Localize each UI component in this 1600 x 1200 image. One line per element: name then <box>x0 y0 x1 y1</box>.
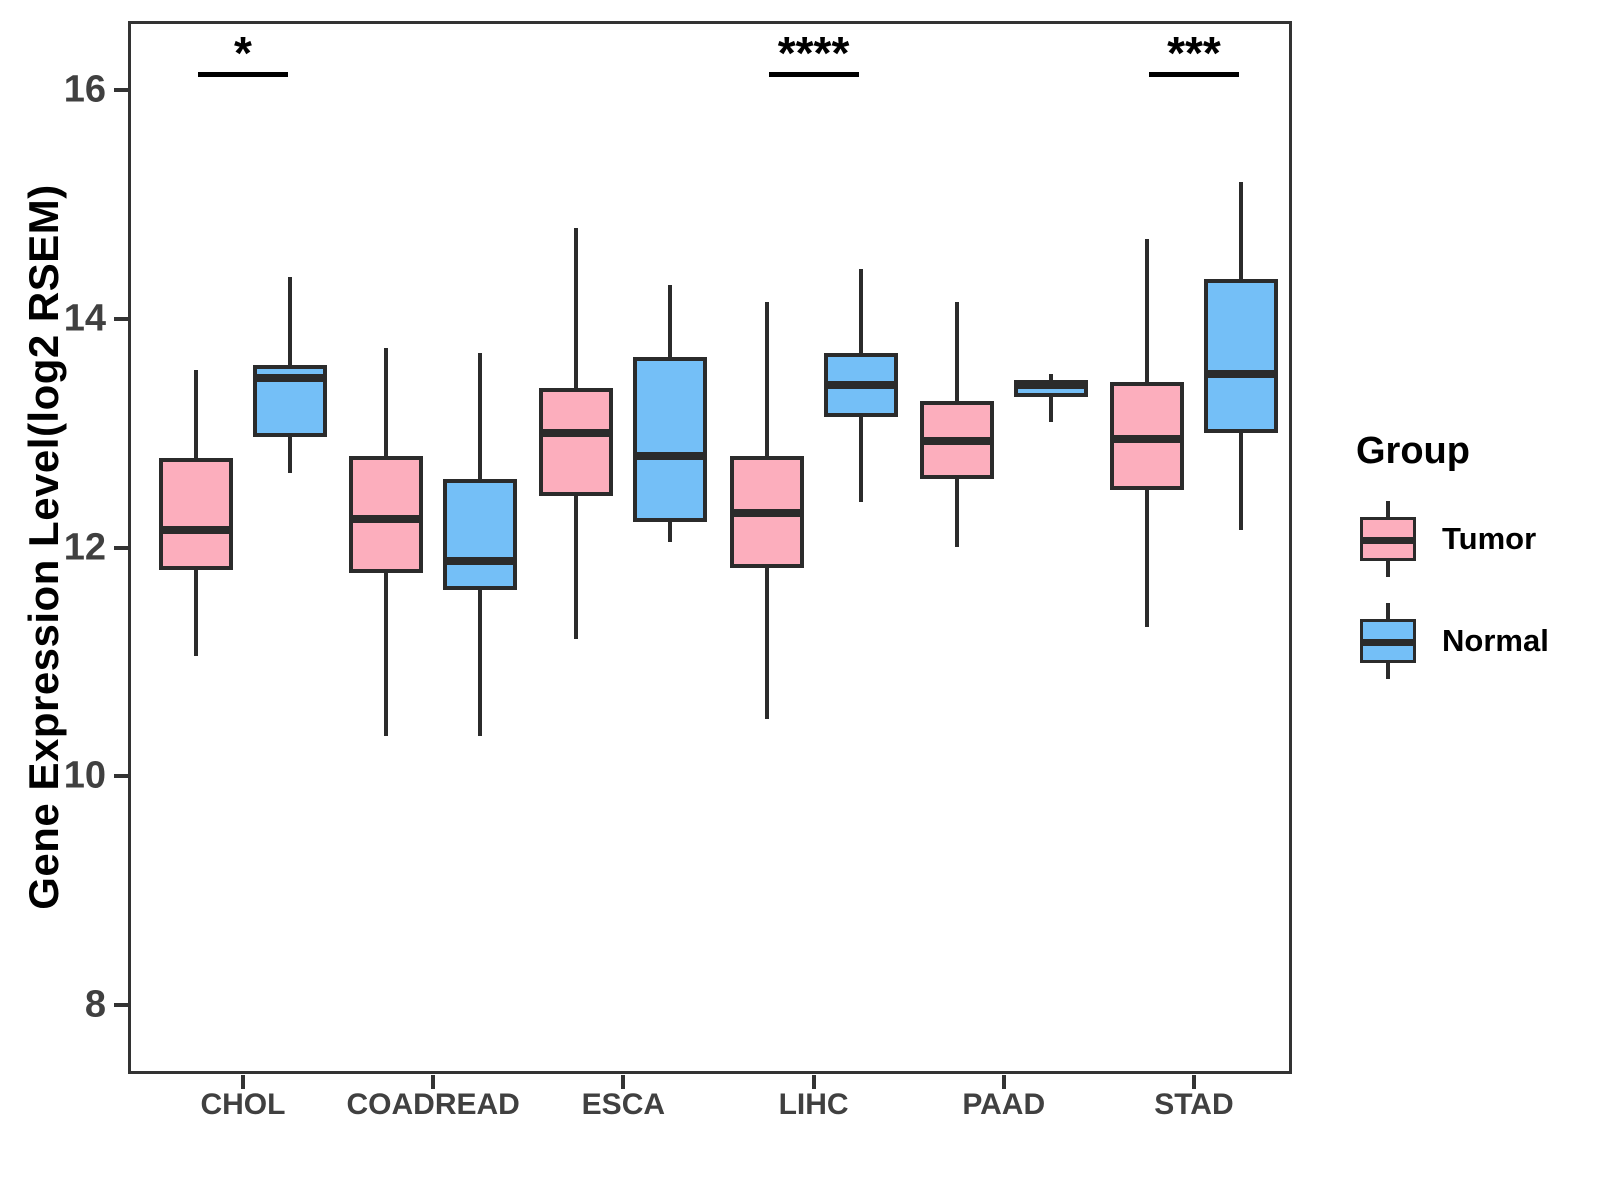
y-tick-mark <box>114 1002 128 1007</box>
significance-bar-STAD <box>1148 72 1239 77</box>
x-tick-label: STAD <box>1154 1088 1234 1121</box>
median-tumor-LIHC <box>729 509 804 518</box>
box-tumor-COADREAD <box>349 456 424 573</box>
y-tick-mark <box>114 88 128 93</box>
significance-stars-LIHC: **** <box>777 27 850 79</box>
x-tick-mark <box>811 1075 816 1089</box>
y-tick-label: 12 <box>63 526 106 568</box>
y-tick-label: 8 <box>84 983 106 1026</box>
tumor-boxplot-swatch-icon <box>1360 501 1416 577</box>
whisker-normal-PAAD <box>1048 373 1053 422</box>
legend-item-normal: Normal <box>1360 603 1590 679</box>
swatch-box <box>1360 517 1416 561</box>
swatch-median <box>1363 537 1413 544</box>
median-tumor-CHOL <box>158 526 233 535</box>
median-tumor-ESCA <box>539 429 614 438</box>
significance-bar-LIHC <box>768 72 859 77</box>
x-tick-mark <box>240 1075 245 1089</box>
x-tick-mark <box>1191 1075 1196 1089</box>
significance-stars-STAD: *** <box>1167 27 1221 79</box>
y-tick-mark <box>114 545 128 550</box>
swatch-box <box>1360 619 1416 663</box>
median-normal-CHOL <box>252 374 327 383</box>
x-tick-label: PAAD <box>962 1088 1046 1121</box>
x-tick-label: ESCA <box>581 1088 666 1121</box>
plot-panel <box>128 21 1292 1074</box>
legend-item-tumor: Tumor <box>1360 501 1590 577</box>
x-tick-label: LIHC <box>778 1088 849 1121</box>
y-tick-label: 14 <box>63 297 106 340</box>
y-tick-label: 16 <box>63 68 106 111</box>
significance-stars-CHOL: * <box>234 27 252 79</box>
normal-boxplot-swatch-icon <box>1360 603 1416 679</box>
x-tick-mark <box>1001 1075 1006 1089</box>
y-tick-mark <box>114 774 128 779</box>
legend: Group Tumor Normal <box>1330 430 1590 705</box>
median-tumor-COADREAD <box>349 514 424 523</box>
legend-label-tumor: Tumor <box>1442 521 1537 556</box>
significance-bar-CHOL <box>197 72 288 77</box>
box-tumor-CHOL <box>158 458 233 571</box>
y-tick-mark <box>114 316 128 321</box>
median-normal-ESCA <box>633 452 708 461</box>
x-tick-mark <box>621 1075 626 1089</box>
legend-title: Group <box>1356 430 1470 472</box>
legend-label-normal: Normal <box>1442 623 1549 658</box>
swatch-median <box>1363 639 1413 646</box>
box-normal-COADREAD <box>443 478 518 590</box>
median-normal-LIHC <box>823 381 898 390</box>
box-tumor-ESCA <box>539 387 614 497</box>
box-normal-ESCA <box>633 356 708 523</box>
x-tick-mark <box>431 1075 436 1089</box>
median-tumor-PAAD <box>919 437 994 446</box>
box-normal-STAD <box>1203 278 1278 434</box>
x-tick-label: COADREAD <box>346 1088 520 1121</box>
median-tumor-STAD <box>1109 434 1184 443</box>
x-tick-label: CHOL <box>200 1088 286 1121</box>
median-normal-COADREAD <box>443 557 518 566</box>
median-normal-PAAD <box>1013 381 1088 390</box>
y-tick-label: 10 <box>63 754 106 797</box>
median-normal-STAD <box>1203 369 1278 378</box>
